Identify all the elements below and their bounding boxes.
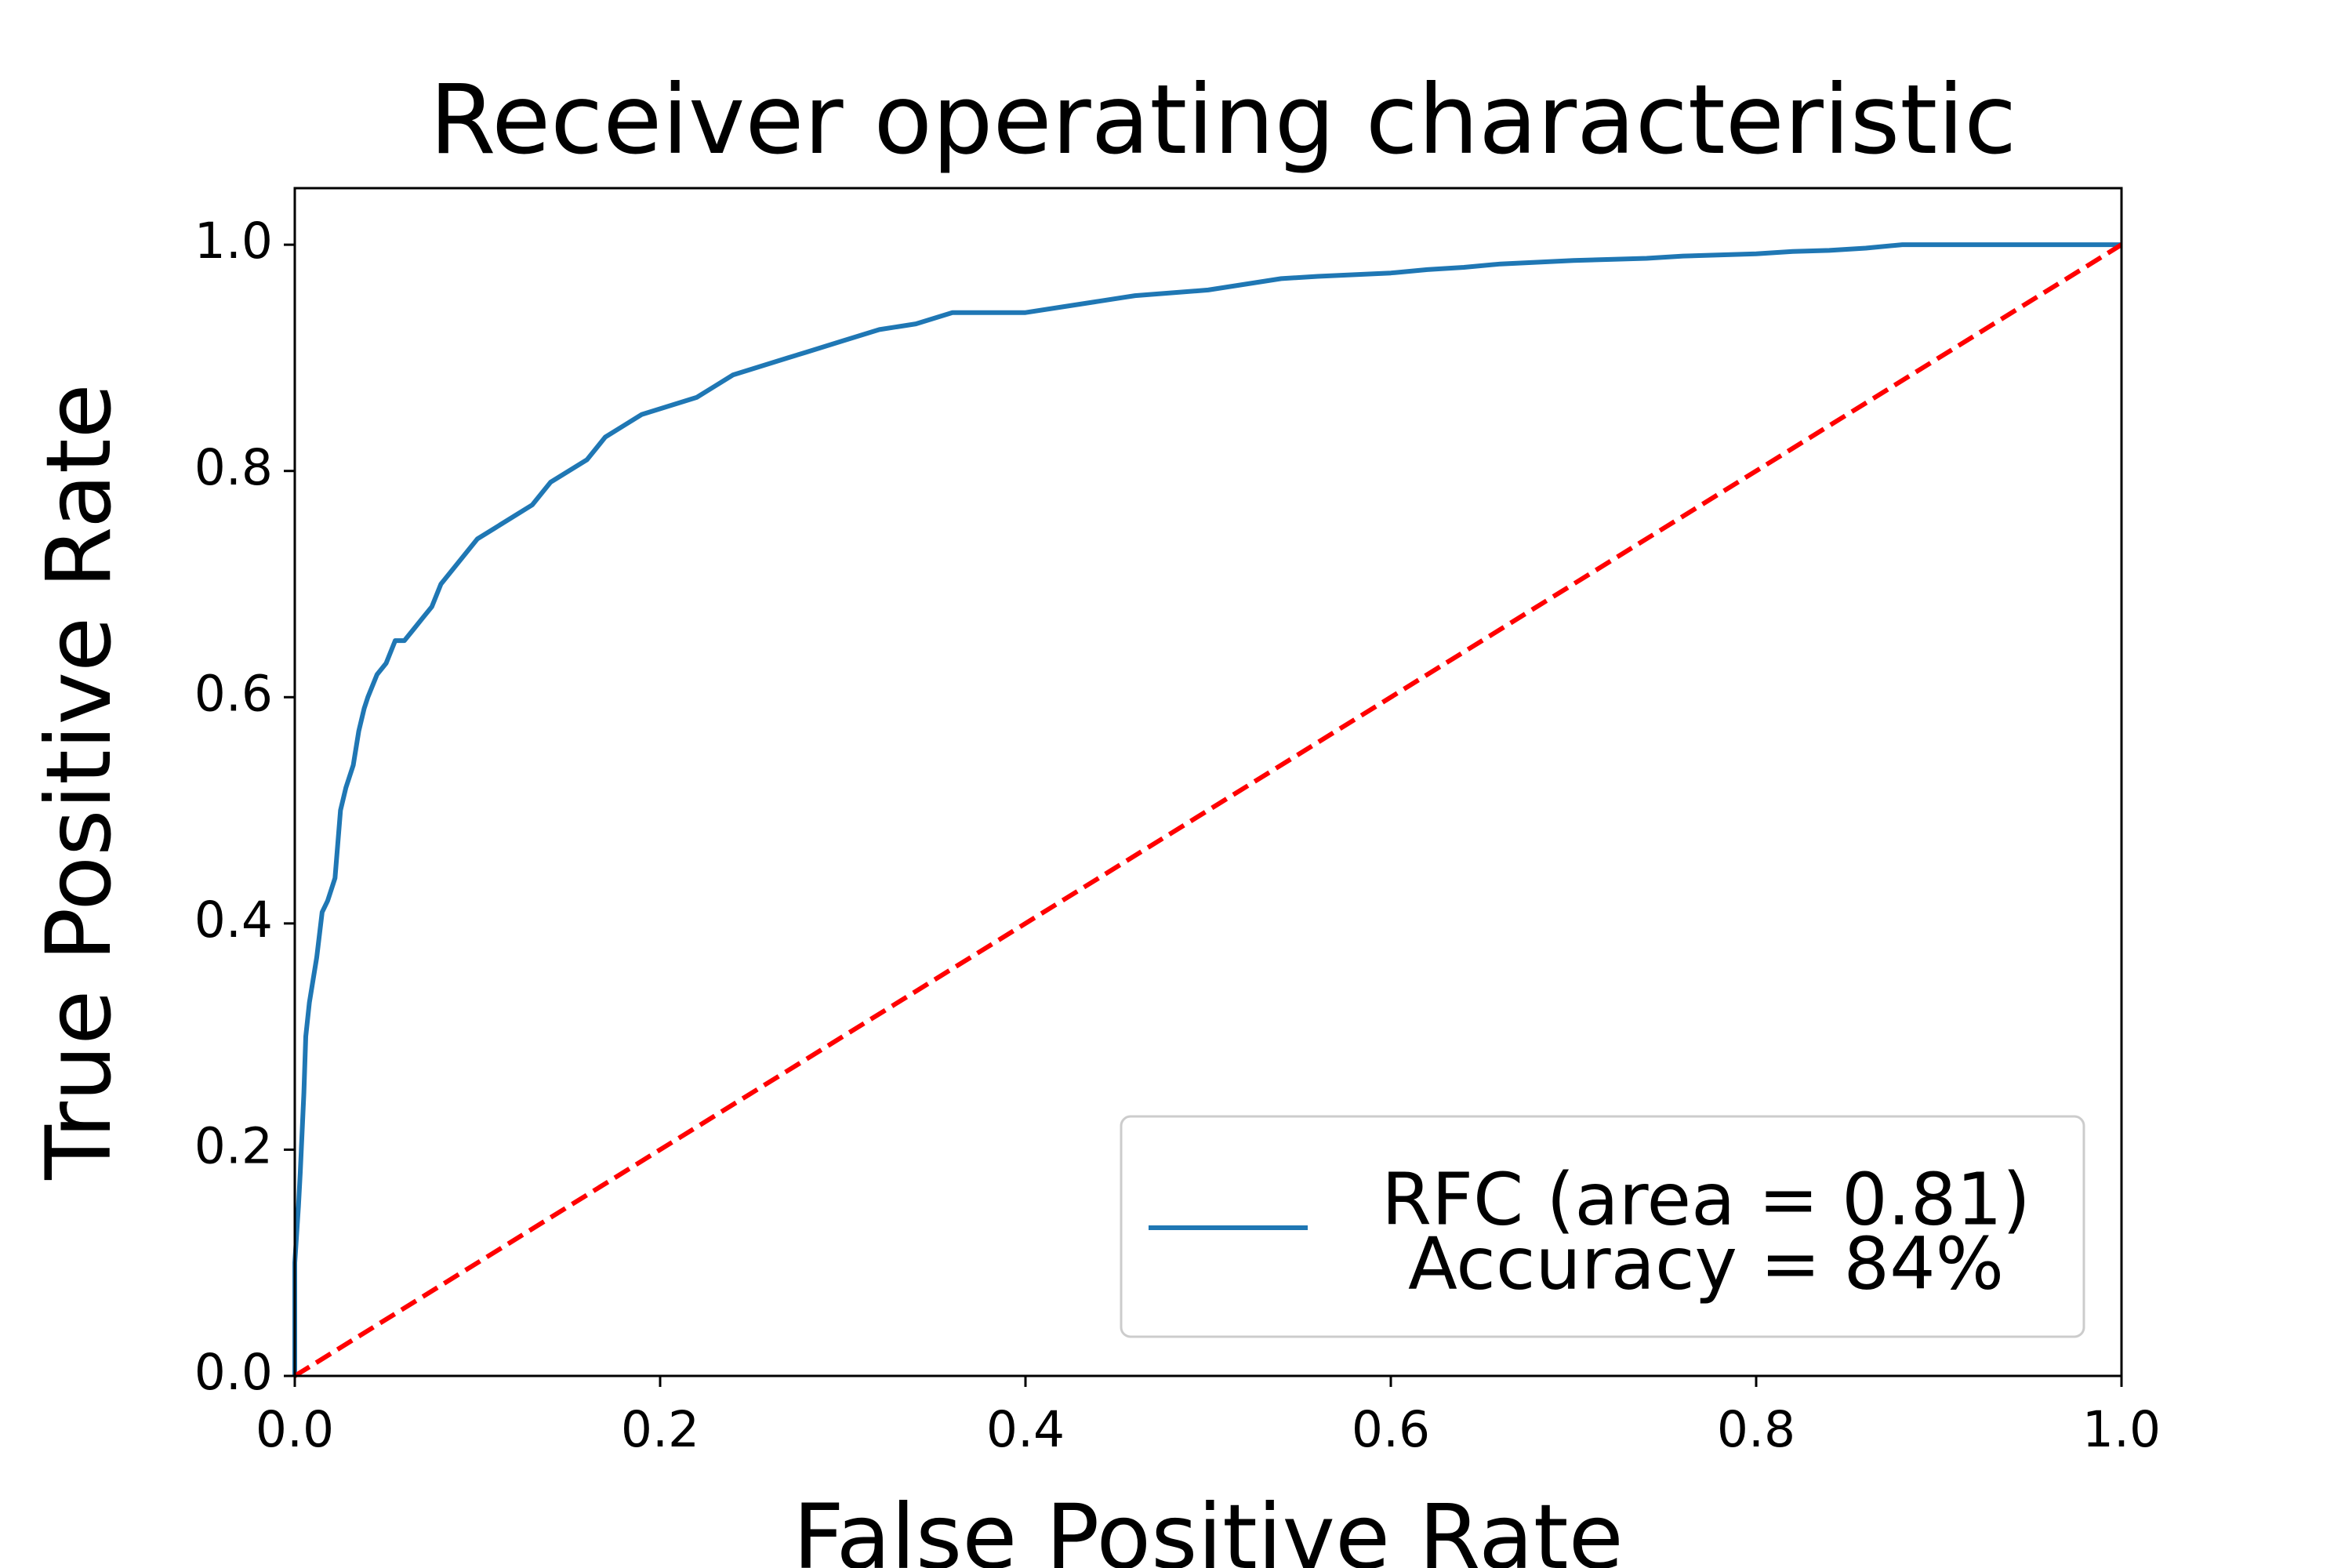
plot-frame bbox=[293, 187, 2123, 1377]
y-tick-label: 0.2 bbox=[194, 1118, 273, 1175]
y-tick-label: 0.0 bbox=[194, 1344, 273, 1401]
legend: RFC (area = 0.81) Accuracy = 84% bbox=[1120, 1115, 2085, 1338]
legend-box bbox=[1120, 1115, 2085, 1338]
x-tick-label: 0.4 bbox=[986, 1401, 1065, 1458]
y-tick-label: 0.4 bbox=[194, 891, 273, 949]
legend-label-accuracy: Accuracy = 84% bbox=[1408, 1221, 2004, 1305]
y-axis: 0.0 0.2 0.4 0.6 0.8 1.0 bbox=[194, 212, 295, 1401]
roc-curve-line bbox=[292, 242, 2122, 1376]
x-tick-label: 0.0 bbox=[256, 1401, 334, 1458]
chart-title: Receiver operating characteristic bbox=[430, 64, 2016, 176]
x-axis-title: False Positive Rate bbox=[793, 1485, 1624, 1568]
y-tick-label: 0.8 bbox=[194, 439, 273, 496]
y-tick-label: 0.6 bbox=[194, 665, 273, 722]
x-tick-label: 0.6 bbox=[1352, 1401, 1430, 1458]
plot-area bbox=[292, 242, 2123, 1378]
chance-diagonal-line bbox=[293, 242, 2123, 1378]
x-tick-label: 0.8 bbox=[1717, 1401, 1795, 1458]
x-tick-label: 1.0 bbox=[2082, 1401, 2161, 1458]
y-axis-title: True Positive Rate bbox=[27, 383, 131, 1180]
x-tick-label: 0.2 bbox=[621, 1401, 699, 1458]
y-tick-label: 1.0 bbox=[194, 212, 273, 270]
legend-label-rfc: RFC (area = 0.81) bbox=[1381, 1157, 2031, 1241]
x-axis: 0.0 0.2 0.4 0.6 0.8 1.0 bbox=[256, 1376, 2161, 1458]
